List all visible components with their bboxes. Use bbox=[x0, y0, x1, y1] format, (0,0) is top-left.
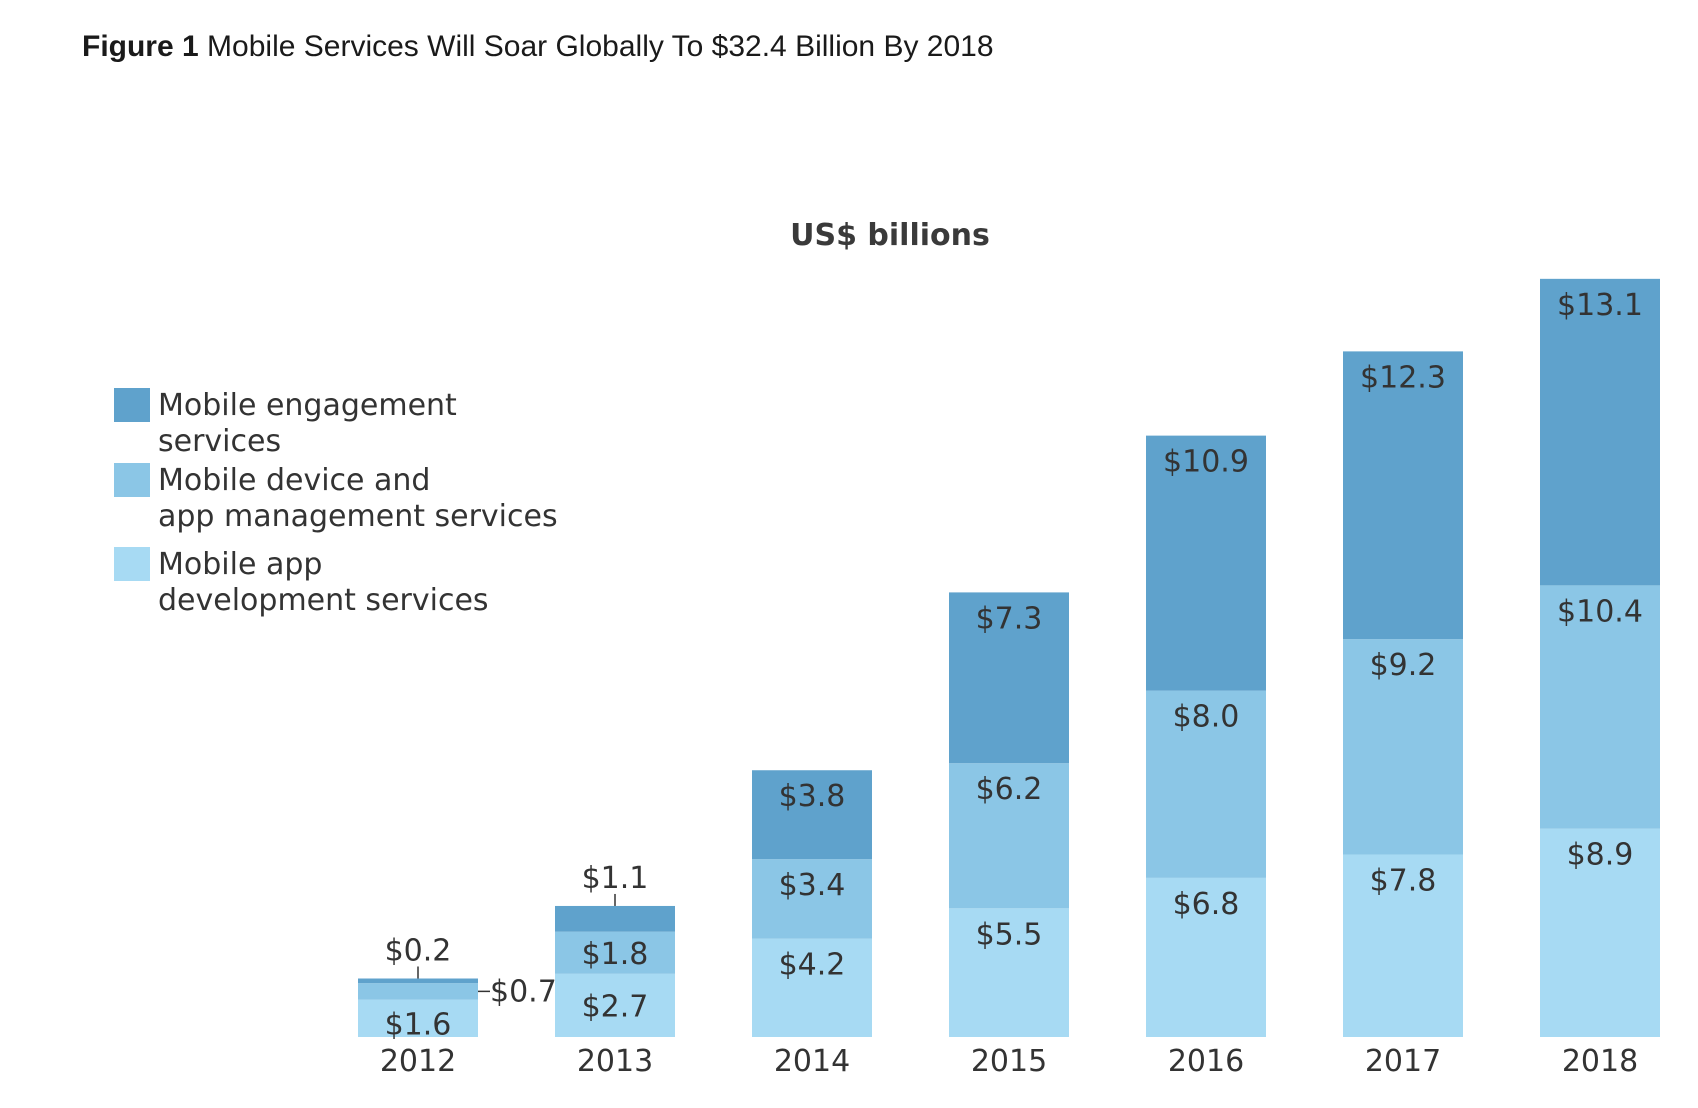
legend-label-development-line1: Mobile app bbox=[158, 547, 322, 582]
x-tick-label-2018: 2018 bbox=[1562, 1044, 1638, 1079]
bar-engagement-2013 bbox=[555, 905, 675, 932]
legend-swatch-engagement bbox=[114, 388, 150, 422]
legend-label-management-line2: app management services bbox=[158, 499, 558, 534]
figure-label: Figure 1 bbox=[82, 30, 199, 63]
value-label-management-2017: $9.2 bbox=[1370, 648, 1437, 683]
value-label-engagement-2016: $10.9 bbox=[1163, 445, 1249, 480]
x-tick-label-2013: 2013 bbox=[577, 1044, 653, 1079]
value-label-management-2012: $0.7 bbox=[490, 974, 557, 1009]
x-tick-label-2012: 2012 bbox=[380, 1044, 456, 1079]
bar-development-2012 bbox=[358, 999, 478, 1037]
bar-engagement-2017 bbox=[1343, 351, 1463, 640]
x-tick-label-2017: 2017 bbox=[1365, 1044, 1441, 1079]
chart-title: US$ billions bbox=[790, 218, 990, 253]
figure-title-text: Mobile Services Will Soar Globally To $3… bbox=[207, 30, 994, 63]
value-label-development-2017: $7.8 bbox=[1370, 863, 1437, 898]
legend-label-development-line2: development services bbox=[158, 583, 489, 618]
value-label-engagement-2014: $3.8 bbox=[779, 779, 846, 814]
value-label-development-2013: $2.7 bbox=[582, 989, 649, 1024]
bar-management-2013 bbox=[555, 931, 675, 974]
value-label-management-2014: $3.4 bbox=[779, 868, 846, 903]
bar-management-2018 bbox=[1540, 585, 1660, 829]
value-label-engagement-2015: $7.3 bbox=[976, 601, 1043, 636]
legend-label-management-line1: Mobile device and bbox=[158, 463, 430, 498]
bar-management-2017 bbox=[1343, 639, 1463, 855]
value-label-management-2013: $1.8 bbox=[582, 937, 649, 972]
value-label-development-2014: $4.2 bbox=[779, 948, 846, 983]
value-label-development-2015: $5.5 bbox=[976, 917, 1043, 952]
value-label-management-2016: $8.0 bbox=[1173, 700, 1240, 735]
bar-engagement-2015 bbox=[949, 592, 1069, 764]
value-label-management-2018: $10.4 bbox=[1557, 594, 1643, 629]
legend-label-engagement-line1: Mobile engagement bbox=[158, 388, 457, 423]
x-tick-label-2016: 2016 bbox=[1168, 1044, 1244, 1079]
x-tick-label-2014: 2014 bbox=[774, 1044, 850, 1079]
figure-title: Figure 1 Mobile Services Will Soar Globa… bbox=[82, 30, 994, 64]
bar-management-2016 bbox=[1146, 690, 1266, 878]
bar-development-2014 bbox=[752, 938, 872, 1037]
bar-management-2014 bbox=[752, 859, 872, 939]
bar-development-2018 bbox=[1540, 828, 1660, 1037]
value-label-engagement-2013: $1.1 bbox=[582, 861, 649, 896]
value-label-management-2015: $6.2 bbox=[976, 772, 1043, 807]
bar-development-2016 bbox=[1146, 877, 1266, 1037]
bar-management-2015 bbox=[949, 763, 1069, 909]
bar-development-2013 bbox=[555, 973, 675, 1037]
bar-engagement-2012 bbox=[358, 978, 478, 984]
value-label-engagement-2012: $0.2 bbox=[385, 934, 452, 969]
value-label-development-2012: $1.6 bbox=[385, 1007, 452, 1042]
bar-development-2015 bbox=[949, 908, 1069, 1037]
bar-engagement-2016 bbox=[1146, 435, 1266, 691]
bar-management-2012 bbox=[358, 983, 478, 1000]
bar-development-2017 bbox=[1343, 854, 1463, 1037]
value-label-development-2016: $6.8 bbox=[1173, 887, 1240, 922]
legend-swatch-management bbox=[114, 463, 150, 497]
value-label-development-2018: $8.9 bbox=[1567, 838, 1634, 873]
value-label-engagement-2018: $13.1 bbox=[1557, 288, 1643, 323]
legend-label-engagement-line2: services bbox=[158, 424, 281, 459]
bar-engagement-2018 bbox=[1540, 278, 1660, 586]
x-tick-label-2015: 2015 bbox=[971, 1044, 1047, 1079]
bar-engagement-2014 bbox=[752, 770, 872, 860]
value-label-engagement-2017: $12.3 bbox=[1360, 360, 1446, 395]
legend-swatch-development bbox=[114, 547, 150, 581]
